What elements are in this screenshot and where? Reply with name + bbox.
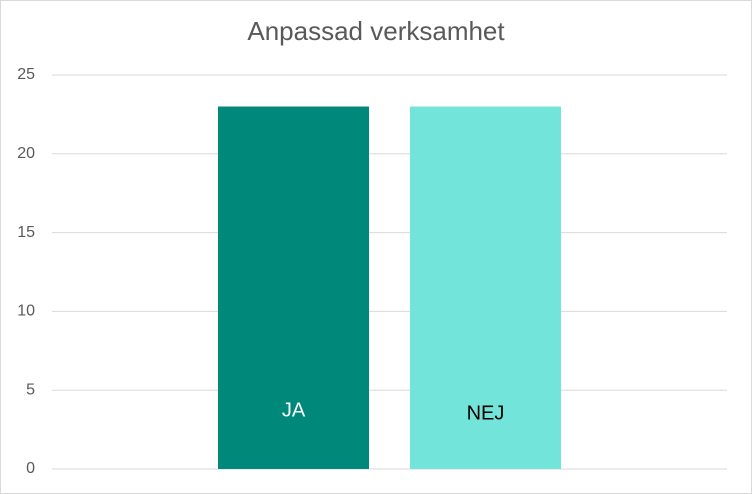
y-tick-label: 10: [17, 303, 35, 320]
bar-label: JA: [282, 399, 306, 421]
y-tick-label: 20: [17, 145, 35, 162]
y-tick-label: 25: [17, 66, 35, 83]
chart-title: Anpassad verksamhet: [247, 16, 505, 46]
bar-label: NEJ: [467, 402, 505, 424]
y-tick-label: 5: [26, 381, 35, 398]
bar: [410, 106, 561, 470]
bar: [218, 106, 369, 470]
y-tick-label: 15: [17, 224, 35, 241]
y-tick-label: 0: [26, 460, 35, 477]
